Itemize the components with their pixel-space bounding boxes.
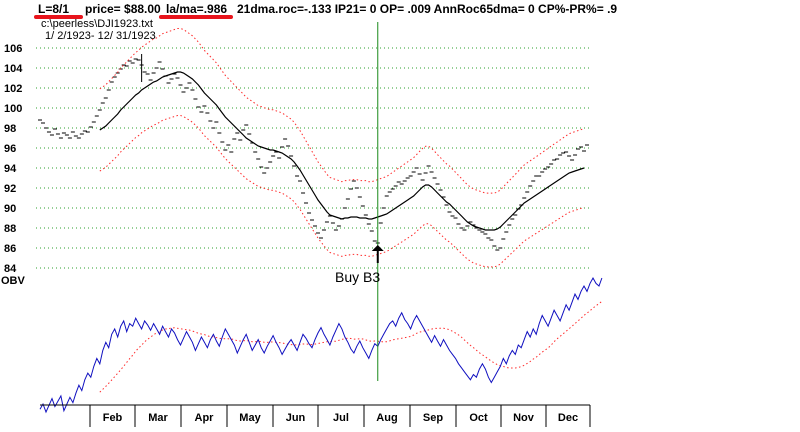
lower-band-line [99, 115, 585, 268]
obv-series [39, 276, 603, 414]
signal-arrow [371, 245, 384, 263]
signal-arrow-head [371, 245, 384, 251]
y-tick-106: 106 [4, 43, 22, 55]
month-label-mar: Mar [148, 412, 168, 424]
header-price: price= $88.00 [85, 2, 161, 16]
file-path: c:\peerless\DJI1923.txt [41, 18, 153, 30]
date-range: 1/ 2/1923- 12/ 31/1923 [45, 30, 156, 42]
price-y-ticks: 84 86 88 90 92 94 96 98 100 102 104 106 [4, 43, 23, 275]
price-grid [36, 47, 590, 269]
header-underline-left [34, 15, 83, 19]
y-tick-98: 98 [4, 123, 16, 135]
y-tick-102: 102 [4, 83, 22, 95]
month-label-oct: Oct [469, 412, 488, 424]
upper-band-line [99, 28, 585, 194]
header-ma-ratio: L=8/1 [38, 2, 69, 16]
month-axis: Feb Mar Apr May Jun Jul Aug Sep Oct Nov Dec [40, 404, 591, 427]
month-label-aug: Aug [376, 412, 397, 424]
obv-line [39, 276, 603, 414]
y-tick-100: 100 [4, 103, 22, 115]
month-label-nov: Nov [513, 412, 535, 424]
signal-label: Buy B3 [335, 269, 380, 285]
y-tick-90: 90 [4, 203, 16, 215]
y-tick-104: 104 [4, 63, 23, 75]
month-label-apr: Apr [195, 412, 215, 424]
y-tick-86: 86 [4, 243, 16, 255]
y-tick-92: 92 [4, 183, 16, 195]
ma-line [99, 71, 585, 231]
month-label-jun: Jun [286, 412, 306, 424]
month-label-jul: Jul [333, 412, 349, 424]
obv-ma-line [99, 300, 603, 393]
header-underline-right [159, 15, 233, 19]
month-label-feb: Feb [103, 412, 123, 424]
month-label-dec: Dec [558, 412, 578, 424]
y-tick-88: 88 [4, 223, 16, 235]
month-label-sep: Sep [423, 412, 443, 424]
y-tick-96: 96 [4, 143, 16, 155]
y-tick-84: 84 [4, 263, 17, 275]
obv-label: OBV [1, 275, 26, 287]
y-tick-94: 94 [4, 163, 17, 175]
header-la-ma: la/ma=.986 [166, 2, 227, 16]
header-indicators: 21dma.roc=-.133 IP21= 0 OP= .009 AnnRoc6… [237, 2, 617, 16]
month-label-may: May [239, 412, 261, 424]
